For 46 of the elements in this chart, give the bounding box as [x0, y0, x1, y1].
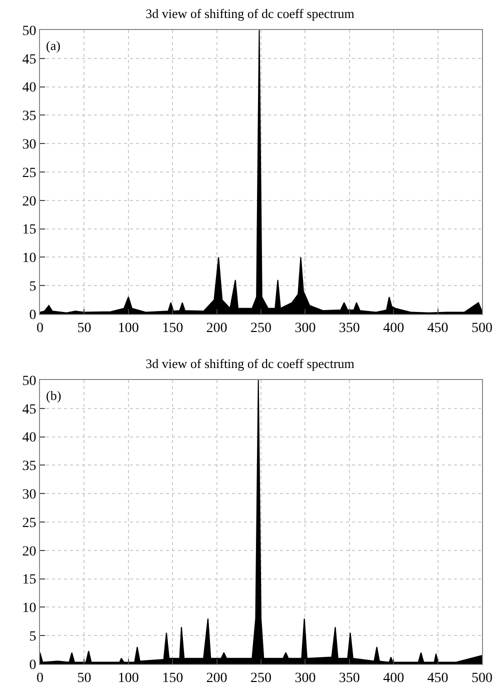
- x-tick-label: 150: [162, 320, 184, 336]
- y-tick-label: 40: [22, 430, 36, 446]
- y-tick-label: 5: [29, 630, 36, 644]
- x-tick-label: 300: [294, 670, 316, 686]
- x-tick-label: 350: [338, 670, 360, 686]
- x-tick-label: 450: [427, 320, 448, 336]
- x-tick-label: 50: [77, 320, 92, 336]
- y-tick-label: 35: [22, 109, 36, 124]
- y-tick-label: 20: [22, 544, 36, 560]
- y-tick-label: 10: [22, 601, 36, 616]
- y-tick-label: 40: [22, 80, 36, 96]
- x-tick-label: 50: [77, 670, 92, 686]
- x-tick-label: 150: [162, 670, 184, 686]
- y-tick-label: 20: [22, 194, 36, 210]
- x-tick-label: 350: [338, 320, 360, 336]
- x-tick-label: 200: [206, 320, 228, 336]
- chart-title: 3d view of shifting of dc coeff spectrum: [146, 356, 354, 371]
- x-tick-label: 450: [427, 670, 448, 686]
- x-tick-label: 200: [206, 670, 228, 686]
- x-tick-label: 250: [250, 320, 272, 336]
- y-tick-label: 50: [22, 24, 36, 39]
- annotation: (b): [46, 388, 62, 403]
- y-tick-label: 15: [22, 572, 36, 588]
- x-tick-label: 400: [383, 320, 404, 336]
- x-tick-label: 500: [472, 670, 492, 686]
- x-tick-label: 400: [383, 670, 404, 686]
- x-tick-label: 100: [118, 670, 139, 686]
- annotation: (a): [46, 38, 60, 53]
- y-tick-label: 30: [22, 138, 36, 152]
- y-tick-label: 25: [22, 516, 36, 531]
- y-tick-label: 15: [22, 222, 36, 238]
- y-tick-label: 50: [22, 374, 36, 389]
- y-tick-label: 10: [22, 251, 36, 266]
- y-tick-label: 35: [22, 459, 36, 474]
- y-tick-label: 30: [22, 488, 36, 502]
- y-tick-label: 45: [22, 52, 36, 68]
- y-tick-label: 5: [29, 280, 36, 294]
- x-tick-label: 500: [472, 320, 492, 336]
- chart-title: 3d view of shifting of dc coeff spectrum: [146, 6, 354, 21]
- x-tick-label: 250: [250, 670, 272, 686]
- x-tick-label: 100: [118, 320, 139, 336]
- y-tick-label: 0: [29, 308, 36, 323]
- y-tick-label: 45: [22, 402, 36, 418]
- y-tick-label: 25: [22, 166, 36, 181]
- y-tick-label: 0: [29, 658, 36, 673]
- x-tick-label: 300: [294, 320, 316, 336]
